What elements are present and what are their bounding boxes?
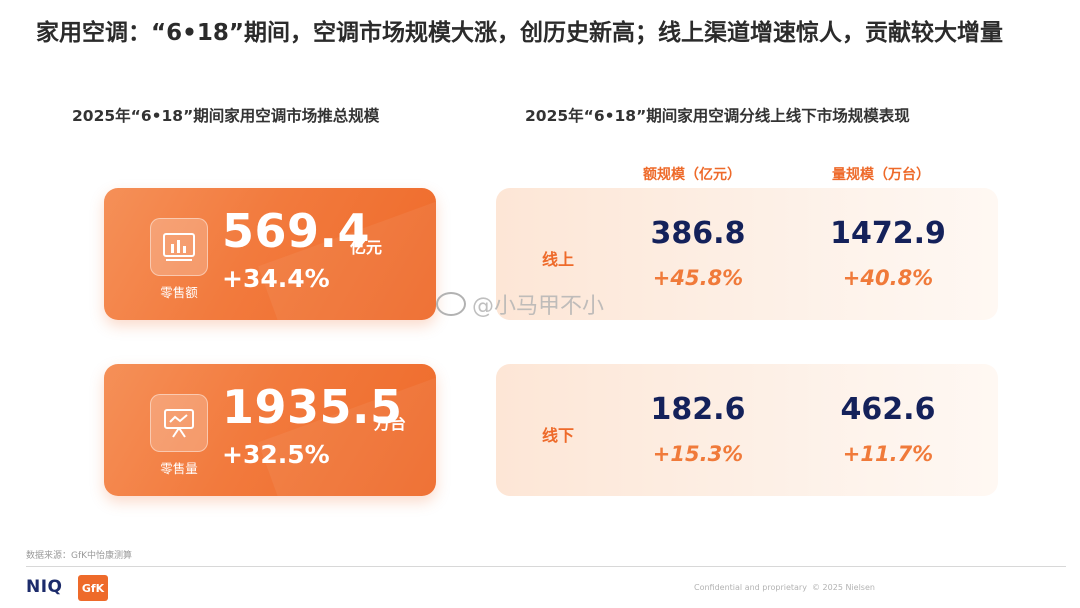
- row-label-online: 线上: [542, 250, 575, 269]
- niq-logo: NIQ: [26, 577, 63, 597]
- watermark: @小马甲不小: [436, 288, 604, 320]
- offline-amount-growth: +15.3%: [652, 442, 744, 466]
- online-volume-growth: +40.8%: [842, 266, 934, 290]
- page-title: 家用空调：“6•18”期间，空调市场规模大涨，创历史新高；线上渠道增速惊人，贡献…: [36, 20, 1003, 46]
- right-subtitle: 2025年“6•18”期间家用空调分线上线下市场规模表现: [525, 107, 910, 125]
- footer-divider: [26, 566, 1066, 567]
- retail-volume-card: 零售量 1935.5 万台 +32.5%: [104, 364, 436, 496]
- gfk-logo: GfK: [78, 575, 108, 601]
- left-subtitle: 2025年“6•18”期间家用空调市场推总规模: [72, 107, 380, 125]
- retail-value-growth: +34.4%: [222, 264, 330, 293]
- confidential-note: Confidential and proprietary: [694, 583, 807, 592]
- data-source: 数据来源：GfK中怡康测算: [26, 551, 133, 561]
- bar-chart-icon: [150, 218, 208, 276]
- retail-value-card: 零售额 569.4 亿元 +34.4%: [104, 188, 436, 320]
- copyright-note: © 2025 Nielsen: [812, 583, 875, 592]
- column-header-amount: 额规模（亿元）: [643, 167, 741, 183]
- offline-volume-growth: +11.7%: [842, 442, 934, 466]
- offline-amount: 182.6: [650, 392, 746, 427]
- online-amount-growth: +45.8%: [652, 266, 744, 290]
- retail-volume-unit: 万台: [374, 414, 407, 433]
- row-label-offline: 线下: [542, 426, 575, 445]
- column-header-volume: 量规模（万台）: [832, 167, 930, 183]
- weibo-icon: [436, 292, 466, 316]
- presentation-board-icon: [150, 394, 208, 452]
- retail-volume-number: 1935.5: [222, 380, 403, 434]
- online-row: 线上 386.8 +45.8% 1472.9 +40.8%: [496, 188, 998, 320]
- offline-row: 线下 182.6 +15.3% 462.6 +11.7%: [496, 364, 998, 496]
- retail-volume-growth: +32.5%: [222, 440, 330, 469]
- online-volume: 1472.9: [830, 216, 946, 251]
- watermark-text: @小马甲不小: [472, 294, 605, 319]
- retail-value-number: 569.4: [222, 204, 371, 258]
- online-amount: 386.8: [650, 216, 746, 251]
- retail-value-unit: 亿元: [350, 238, 383, 257]
- retail-value-label: 零售额: [160, 285, 198, 300]
- offline-volume: 462.6: [840, 392, 936, 427]
- retail-volume-label: 零售量: [160, 461, 198, 476]
